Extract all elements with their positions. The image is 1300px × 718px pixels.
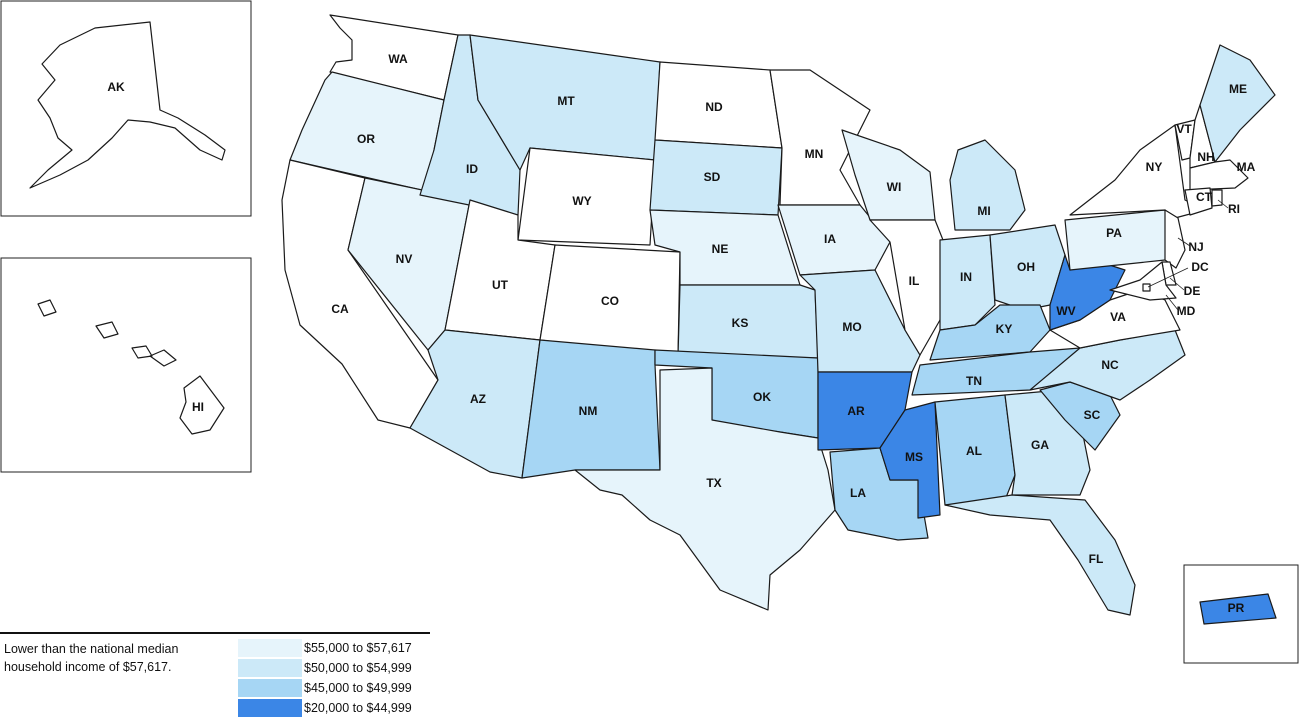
state-mn xyxy=(769,69,871,206)
legend-label: $50,000 to $54,999 xyxy=(304,661,412,675)
state-label-sc: SC xyxy=(1084,408,1101,422)
state-label-nc: NC xyxy=(1101,358,1119,372)
state-label-az: AZ xyxy=(470,392,486,406)
state-label-ca: CA xyxy=(331,302,349,316)
state-label-co: CO xyxy=(601,294,619,308)
state-label-ok: OK xyxy=(753,390,771,404)
state-label-il: IL xyxy=(909,274,920,288)
leader-line-ri xyxy=(1217,199,1229,209)
legend-label: $45,000 to $49,999 xyxy=(304,681,412,695)
state-al xyxy=(934,394,1016,506)
state-label-nj: NJ xyxy=(1188,240,1203,254)
state-label-hi: HI xyxy=(192,400,204,414)
state-label-ky: KY xyxy=(996,322,1013,336)
state-label-ar: AR xyxy=(847,404,865,418)
state-label-nh: NH xyxy=(1197,150,1214,164)
state-label-vt: VT xyxy=(1176,122,1192,136)
state-label-fl: FL xyxy=(1089,552,1104,566)
legend-swatch xyxy=(238,679,302,697)
state-ct xyxy=(1184,187,1213,216)
state-label-nd: ND xyxy=(705,100,723,114)
state-in xyxy=(939,234,996,331)
legend-swatch xyxy=(238,699,302,717)
state-mo xyxy=(799,269,921,373)
state-label-dc: DC xyxy=(1191,260,1209,274)
leader-line-dc xyxy=(1147,267,1189,288)
state-label-ga: GA xyxy=(1031,438,1049,452)
state-label-wi: WI xyxy=(887,180,902,194)
state-labels-layer: AK HI WA OR CA NV ID MT WY UT CO AZ NM ND SD NE KS OK TX MN… xyxy=(107,52,1255,615)
state-label-tn: TN xyxy=(966,374,982,388)
state-label-ct: CT xyxy=(1196,190,1213,204)
state-label-or: OR xyxy=(357,132,375,146)
state-wv xyxy=(1049,254,1126,331)
state-label-wv: WV xyxy=(1056,304,1075,318)
state-label-oh: OH xyxy=(1017,260,1035,274)
state-ri xyxy=(1211,189,1223,207)
state-ak xyxy=(29,21,226,189)
hawaii-inset-box xyxy=(0,257,252,473)
state-label-ny: NY xyxy=(1146,160,1163,174)
state-label-id: ID xyxy=(466,162,478,176)
state-label-mo: MO xyxy=(842,320,861,334)
state-label-mt: MT xyxy=(557,94,575,108)
state-label-nm: NM xyxy=(579,404,598,418)
state-label-nv: NV xyxy=(396,252,413,266)
legend-swatch xyxy=(238,639,302,657)
state-label-ri: RI xyxy=(1228,202,1240,216)
state-label-mn: MN xyxy=(805,147,824,161)
states-layer xyxy=(29,14,1277,625)
state-label-de: DE xyxy=(1184,284,1201,298)
state-label-ne: NE xyxy=(712,242,729,256)
state-tx xyxy=(574,367,836,611)
state-il xyxy=(869,219,946,356)
state-nj xyxy=(1164,209,1186,269)
state-label-ak: AK xyxy=(107,80,125,94)
state-label-al: AL xyxy=(966,444,982,458)
state-wy xyxy=(517,147,656,246)
state-label-ms: MS xyxy=(905,450,923,464)
state-fl xyxy=(944,494,1136,616)
leader-line-md xyxy=(1165,294,1179,311)
state-label-wy: WY xyxy=(572,194,591,208)
state-md xyxy=(1109,261,1177,301)
state-label-wa: WA xyxy=(388,52,408,66)
state-me xyxy=(1199,44,1276,163)
state-label-in: IN xyxy=(960,270,972,284)
leader-line-nj xyxy=(1177,237,1191,247)
state-label-me: ME xyxy=(1229,82,1247,96)
state-label-ut: UT xyxy=(492,278,509,292)
legend-swatch xyxy=(238,659,302,677)
state-ia xyxy=(777,204,891,276)
state-label-md: MD xyxy=(1177,304,1196,318)
state-label-tx: TX xyxy=(706,476,721,490)
state-label-ia: IA xyxy=(824,232,836,246)
state-label-sd: SD xyxy=(704,170,721,184)
state-label-la: LA xyxy=(850,486,866,500)
state-label-pr: PR xyxy=(1228,601,1245,615)
state-label-pa: PA xyxy=(1106,226,1122,240)
state-label-ma: MA xyxy=(1237,160,1256,174)
state-hi xyxy=(37,299,225,435)
leader-line-de xyxy=(1169,277,1185,291)
state-label-ks: KS xyxy=(732,316,749,330)
legend-label: $55,000 to $57,617 xyxy=(304,641,412,655)
state-pr xyxy=(1199,593,1277,625)
leader-lines-layer xyxy=(1147,199,1229,311)
state-label-va: VA xyxy=(1110,310,1126,324)
state-ms xyxy=(879,401,941,519)
legend-label: $20,000 to $44,999 xyxy=(304,701,412,715)
legend-note: Lower than the national median household… xyxy=(4,642,179,674)
state-mi xyxy=(949,139,1026,231)
state-ky xyxy=(929,304,1051,361)
state-label-mi: MI xyxy=(977,204,990,218)
legend-rule xyxy=(0,632,430,634)
state-dc xyxy=(1142,283,1151,292)
